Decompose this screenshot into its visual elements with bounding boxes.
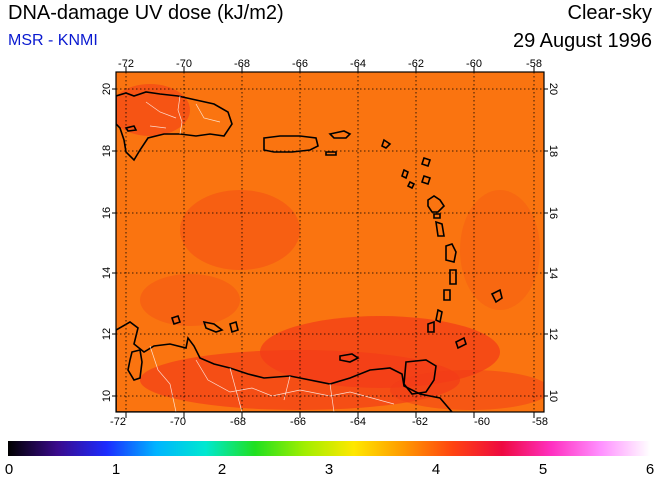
date-label: 29 August 1996 — [512, 30, 652, 52]
lon-label-bottom: -60 — [474, 416, 490, 428]
grenadines-islands — [435, 308, 443, 324]
les-saintes-island — [433, 213, 441, 219]
hispaniola-coastline — [116, 91, 233, 162]
sky-condition-label: Clear-sky — [567, 2, 652, 24]
colombia-venezuela-border — [149, 345, 177, 412]
uv-intensity-patch — [116, 84, 190, 136]
st-vincent-island — [443, 289, 451, 301]
lat-label-left: 12 — [101, 328, 113, 340]
uv-intensity-patch — [180, 190, 300, 270]
lat-label-left: 20 — [101, 83, 113, 95]
lat-label-left: 14 — [101, 267, 113, 279]
graticule — [116, 72, 544, 412]
colorbar-label: 6 — [646, 461, 654, 478]
colorbar-label: 3 — [325, 461, 333, 478]
martinique-island — [445, 243, 457, 263]
barbados-island — [490, 288, 503, 304]
tortuga-island — [124, 125, 138, 132]
colorbar-label: 5 — [539, 461, 547, 478]
anguilla-island — [381, 138, 392, 149]
uv-intensity-patch — [460, 190, 540, 310]
country-borders — [145, 95, 395, 412]
lon-label-top: -68 — [234, 58, 250, 70]
montserrat-island — [406, 180, 416, 190]
frame-tick-marks — [112, 66, 548, 418]
coastlines — [116, 91, 503, 412]
lat-label-left: 18 — [101, 145, 113, 157]
lon-label-bottom: -70 — [170, 416, 186, 428]
barbuda-island — [420, 174, 432, 186]
lat-label-right: 20 — [547, 83, 559, 95]
uv-intensity-patch — [140, 274, 240, 326]
longitude-labels-top: -72 -70 -68 -66 -64 -62 -60 -58 — [118, 58, 542, 70]
bonaire-island — [229, 320, 239, 334]
lon-label-top: -58 — [526, 58, 542, 70]
lon-label-top: -66 — [292, 58, 308, 70]
lon-label-bottom: -68 — [230, 416, 246, 428]
haiti-dr-border — [177, 95, 183, 135]
lon-label-top: -60 — [466, 58, 482, 70]
hispaniola-province-borders — [145, 101, 221, 129]
grenada-island — [427, 320, 435, 333]
lon-label-bottom: -62 — [412, 416, 428, 428]
antigua-island — [420, 156, 432, 168]
curacao-island — [202, 320, 224, 333]
lon-label-top: -64 — [350, 58, 366, 70]
lon-label-bottom: -72 — [110, 416, 126, 428]
lake-maracaibo — [127, 349, 143, 381]
lat-label-right: 16 — [547, 207, 559, 219]
latitude-labels-right: 10 12 14 16 18 20 — [547, 83, 559, 402]
longitude-labels-bottom: -72 -70 -68 -66 -64 -62 -60 -58 — [110, 416, 548, 428]
virgin-islands — [328, 130, 352, 139]
colorbar-label: 0 — [5, 461, 13, 478]
lon-label-bottom: -66 — [290, 416, 306, 428]
vieques-island — [325, 151, 337, 156]
uv-dose-field — [116, 72, 544, 412]
lon-label-top: -70 — [176, 58, 192, 70]
lat-label-right: 14 — [547, 267, 559, 279]
guadeloupe-island — [427, 195, 446, 213]
colorbar-label: 1 — [112, 461, 120, 478]
trinidad-coastline — [403, 359, 437, 395]
lat-label-right: 18 — [547, 145, 559, 157]
colorbar-labels: 0 1 2 3 4 5 6 — [5, 461, 654, 478]
lat-label-left: 16 — [101, 207, 113, 219]
lat-label-right: 10 — [547, 390, 559, 402]
aruba-island — [170, 314, 182, 326]
data-source-label: MSR - KNMI — [8, 32, 98, 49]
tobago-island — [455, 336, 467, 350]
lon-label-top: -72 — [118, 58, 134, 70]
st-lucia-island — [449, 269, 457, 285]
dominica-island — [435, 220, 445, 237]
uv-intensity-patch — [390, 370, 544, 410]
map-frame — [115, 71, 545, 413]
south-america-coastline — [116, 321, 454, 412]
lat-label-left: 10 — [101, 390, 113, 402]
lon-label-bottom: -64 — [350, 416, 366, 428]
lon-label-top: -62 — [408, 58, 424, 70]
map-title: DNA-damage UV dose (kJ/m2) — [8, 2, 284, 24]
lat-label-right: 12 — [547, 328, 559, 340]
colorbar-label: 2 — [218, 461, 226, 478]
latitude-labels-left: 10 12 14 16 18 20 — [101, 83, 113, 402]
lon-label-bottom: -58 — [532, 416, 548, 428]
st-kitts-island — [401, 168, 409, 180]
margarita-island — [339, 353, 360, 363]
colorbar-label: 4 — [432, 461, 440, 478]
uv-colorbar — [8, 441, 650, 456]
